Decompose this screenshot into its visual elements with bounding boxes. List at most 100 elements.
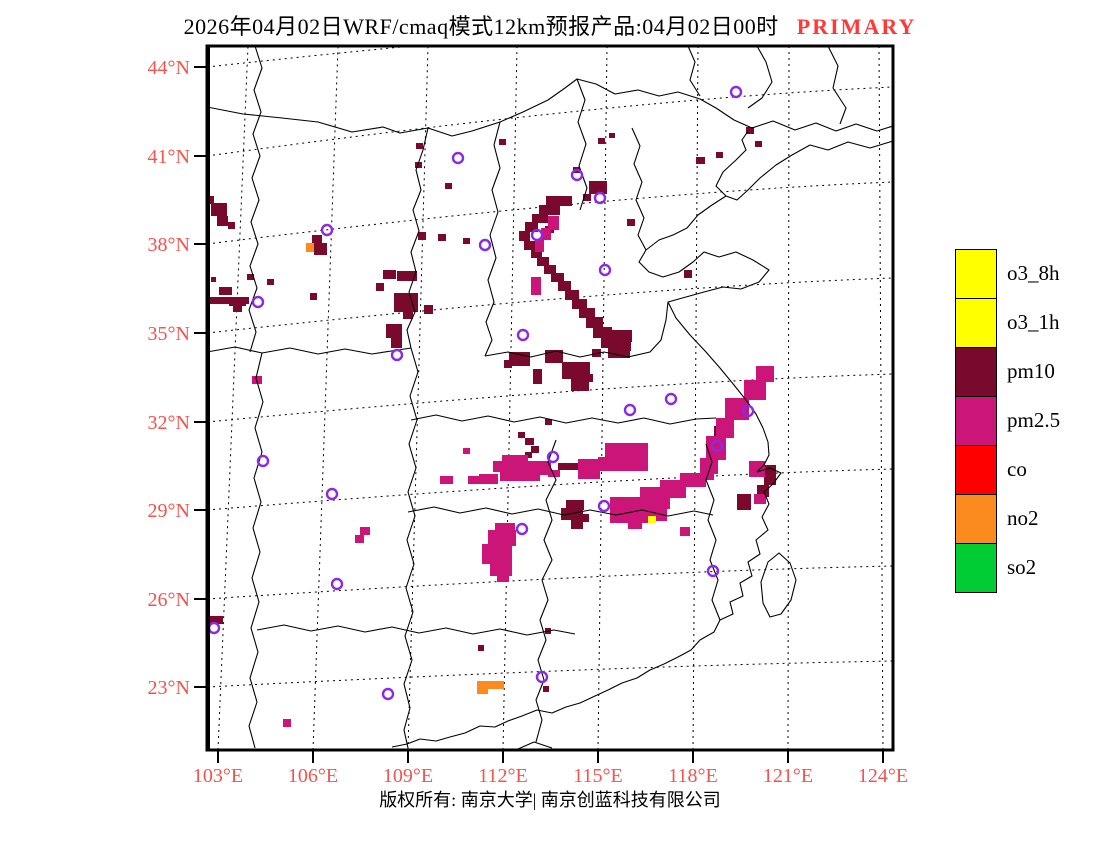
station-marker xyxy=(729,85,743,99)
map-borders-layer xyxy=(207,46,893,750)
station-marker xyxy=(623,403,637,417)
page-title: 2026年04月02日WRF/cmaq模式12km预报产品:04月02日00时 P… xyxy=(0,9,1100,41)
station-marker xyxy=(546,450,560,464)
pollution-cell-pm25 xyxy=(360,527,370,535)
country-border-north xyxy=(207,78,893,137)
pollution-cell-pm10 xyxy=(229,298,246,306)
lat-tick-label: 35°N xyxy=(148,323,190,345)
legend-label-so2: so2 xyxy=(1007,555,1037,579)
pollution-cell-pm10 xyxy=(219,287,232,295)
pollution-cell-pm25 xyxy=(578,471,600,479)
lon-tick-label: 106°E xyxy=(288,765,338,787)
gridline-latitude xyxy=(207,468,893,511)
pollution-cell-pm10 xyxy=(544,265,556,274)
province-border-path xyxy=(687,46,701,97)
province-border-path xyxy=(576,78,588,211)
pollution-cell-pm10 xyxy=(233,305,242,312)
province-border-path xyxy=(207,346,412,355)
pollution-cell-pm10 xyxy=(525,452,532,458)
pollution-cell-pm10 xyxy=(403,312,413,319)
pollution-cell-pm25 xyxy=(463,448,470,454)
pollution-cell-pm10 xyxy=(593,327,612,338)
pollution-cell-pm25 xyxy=(283,719,291,727)
station-marker xyxy=(330,577,344,591)
map-axes-layer: 44°N 41°N 38°N 35°N 32°N 29°N 26°N 23°N 103°E 106… xyxy=(148,44,908,787)
legend-item-so2: so2 xyxy=(955,543,1100,593)
pollution-cell-pm25 xyxy=(548,470,560,477)
lat-tick-label: 26°N xyxy=(148,589,190,611)
pollution-cell-pm10 xyxy=(585,374,593,382)
pollution-cell-pm10 xyxy=(537,257,549,266)
pollution-cell-pm25 xyxy=(490,562,512,576)
pollution-cell-pm10 xyxy=(415,162,422,168)
lat-tick-label: 29°N xyxy=(148,500,190,522)
pollution-cell-pm25 xyxy=(535,240,544,252)
pollution-cell-pm25 xyxy=(468,476,479,484)
pollution-cell-pm10 xyxy=(592,349,601,357)
pollution-cell-pm10 xyxy=(532,214,548,223)
pollution-cell-pm25 xyxy=(756,366,774,382)
legend-swatch-pm2-5 xyxy=(955,396,997,446)
pollution-cell-pm10 xyxy=(518,432,525,438)
pollution-cell-pm10 xyxy=(207,196,214,204)
station-markers-layer xyxy=(207,85,755,701)
legend-label-o3-8h: o3_8h xyxy=(1007,261,1060,285)
pollution-cell-pm10 xyxy=(572,299,587,309)
pollutant-legend: o3_8h o3_1h pm10 pm2.5 co no2 so2 xyxy=(955,249,1100,593)
pollution-cell-pm10 xyxy=(391,338,402,348)
pollution-cell-pm10 xyxy=(418,232,426,240)
pollution-cell-pm10 xyxy=(531,446,539,453)
pollution-cell-pm25 xyxy=(541,228,551,240)
station-marker xyxy=(535,670,549,684)
lat-tick-label: 44°N xyxy=(148,57,190,79)
pollution-cell-pm10 xyxy=(543,686,549,692)
pollution-cell-pm10 xyxy=(247,274,254,280)
station-marker xyxy=(516,328,530,342)
province-border-path xyxy=(256,624,576,636)
pollution-cell-pm10 xyxy=(524,241,536,250)
gridline-longitude xyxy=(878,46,884,750)
pollution-cell-pm10 xyxy=(228,222,235,229)
pollution-cell-pm10 xyxy=(416,143,423,149)
pollution-cell-pm10 xyxy=(551,273,564,282)
lon-tick-label: 109°E xyxy=(383,765,433,787)
pollution-cell-pm10 xyxy=(571,520,583,529)
pollution-cell-o3 xyxy=(648,516,656,523)
lon-tick-label: 118°E xyxy=(668,765,717,787)
map-frame xyxy=(205,44,895,752)
lat-tick-label: 32°N xyxy=(148,412,190,434)
province-border-path xyxy=(827,46,847,125)
pollution-cell-pm25 xyxy=(680,527,690,536)
pollution-cell-pm25 xyxy=(502,455,528,462)
station-marker xyxy=(478,238,492,252)
gridline-latitude xyxy=(207,373,893,423)
pollution-cell-pm10 xyxy=(558,463,579,470)
province-border-path xyxy=(484,301,669,358)
legend-swatch-no2 xyxy=(955,494,997,544)
province-border-path xyxy=(484,121,501,357)
gridline-longitude xyxy=(217,46,249,750)
copyright-footer: 版权所有: 南京大学| 南京创蓝科技有限公司 xyxy=(379,790,721,810)
legend-label-co: co xyxy=(1007,457,1027,481)
legend-label-pm2-5: pm2.5 xyxy=(1007,408,1061,432)
pollution-cell-pm10 xyxy=(586,317,603,328)
pollution-cell-pm10 xyxy=(545,350,563,363)
pollution-cell-pm10 xyxy=(533,369,542,384)
pollution-cell-pm10 xyxy=(211,203,227,216)
pollution-cell-pm10 xyxy=(525,222,538,232)
pollution-cell-pm25 xyxy=(440,476,453,484)
legend-swatch-co xyxy=(955,445,997,495)
lat-tick-label: 23°N xyxy=(148,677,190,699)
station-marker xyxy=(710,439,724,453)
pollution-cell-pm10 xyxy=(696,157,705,164)
pollution-cell-pm25 xyxy=(479,474,498,484)
pollution-cell-pm10 xyxy=(612,330,632,342)
pollution-cell-pm10 xyxy=(566,500,584,510)
pollution-cell-pm10 xyxy=(609,133,615,138)
station-marker xyxy=(381,687,395,701)
pollution-cell-pm25 xyxy=(497,574,509,582)
province-border-path xyxy=(403,347,419,749)
pollution-cell-pm25 xyxy=(482,544,512,564)
pollution-cell-pm25 xyxy=(531,277,541,295)
province-border-path xyxy=(535,439,557,743)
